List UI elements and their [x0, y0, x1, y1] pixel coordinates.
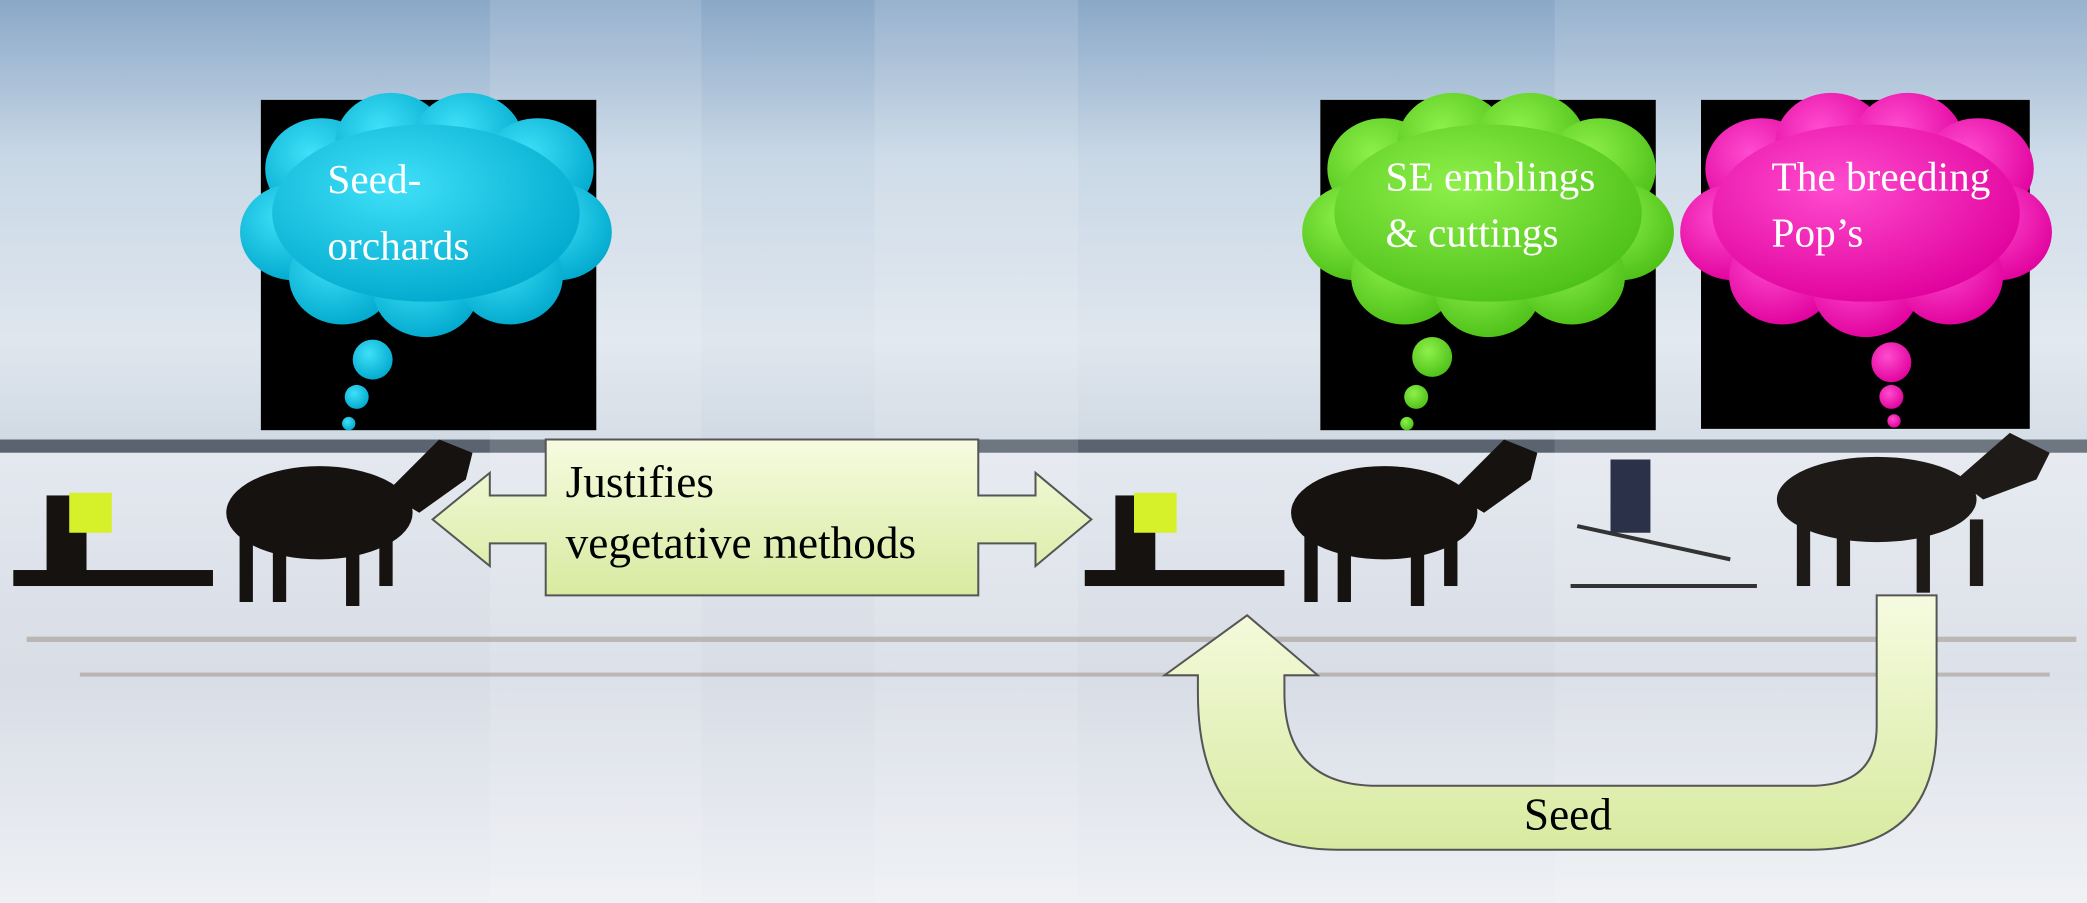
arrow-text: vegetative methods [566, 518, 916, 568]
slide: Seed- orchards SE emblings & cuttings Th… [0, 0, 2087, 903]
bubble-text: & cuttings [1386, 209, 1559, 255]
bubble-text: Pop’s [1772, 209, 1864, 255]
thought-bubble: SE emblings & cuttings [1302, 93, 1674, 430]
rider-vest [69, 493, 112, 533]
rider-vest [1134, 493, 1177, 533]
bubble-text: orchards [327, 223, 469, 269]
bubble-text: Seed- [327, 156, 421, 202]
thought-bubble: The breeding Pop’s [1680, 93, 2052, 429]
page: Seed- orchards SE emblings & cuttings Th… [0, 0, 2087, 903]
arrow-text: Justifies [566, 457, 714, 507]
arrow-text: Seed [1524, 790, 1612, 840]
bubble-text: The breeding [1772, 153, 1991, 199]
thought-bubble: Seed- orchards [240, 93, 612, 430]
bubble-text: SE emblings [1386, 153, 1596, 199]
